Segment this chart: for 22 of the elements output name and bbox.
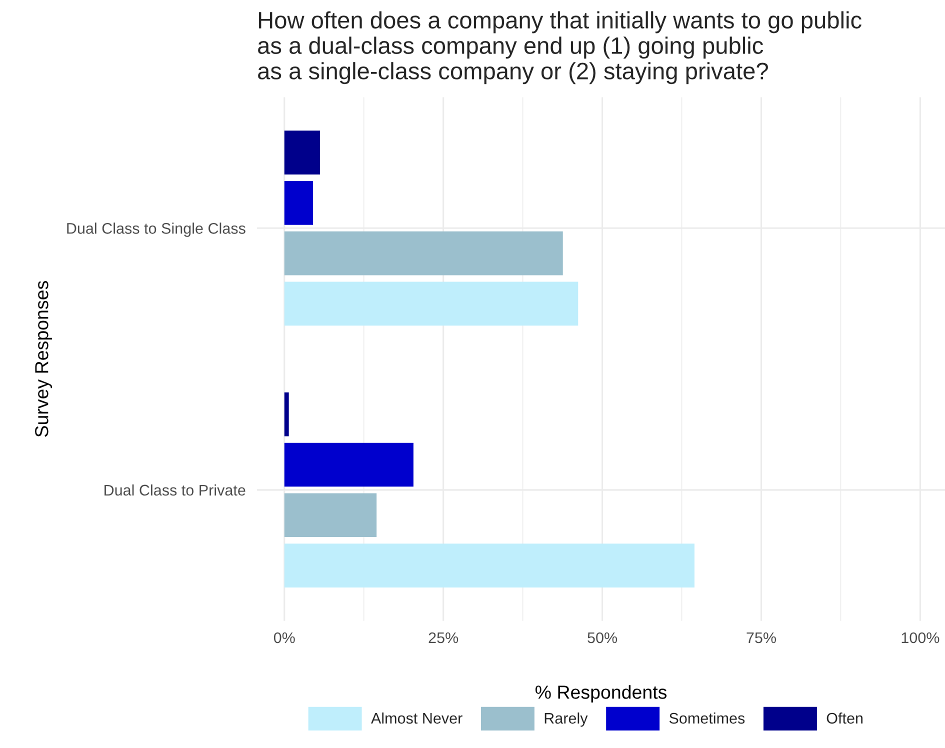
legend-label: Almost Never xyxy=(370,712,462,724)
bar xyxy=(284,181,313,225)
x-axis-title: % Respondents xyxy=(536,685,667,703)
legend-label: Often xyxy=(826,712,862,724)
legend-label: Rarely xyxy=(544,712,588,727)
bar xyxy=(284,493,377,538)
chart-title: How often does a company that initially wants to go public as a dual-class company end up (1) going public as a single-class company or (2) staying private? xyxy=(258,11,862,84)
bar xyxy=(284,282,578,326)
x-tick-label: 0% xyxy=(274,632,295,644)
x-tick-label: 25% xyxy=(428,632,458,644)
bar xyxy=(284,544,694,588)
x-tick-label: 100% xyxy=(902,632,940,644)
bar xyxy=(284,130,320,174)
x-tick-label: 75% xyxy=(746,632,776,644)
y-tick-label: Dual Class to Private xyxy=(104,484,246,496)
x-tick-label: 50% xyxy=(588,632,618,644)
bar xyxy=(284,442,414,487)
legend-label: Sometimes xyxy=(669,712,745,724)
y-axis-title: Survey Responses xyxy=(35,281,52,437)
y-tick-label: Dual Class to Single Class xyxy=(67,222,246,237)
bar xyxy=(284,392,289,436)
bar xyxy=(284,231,563,276)
